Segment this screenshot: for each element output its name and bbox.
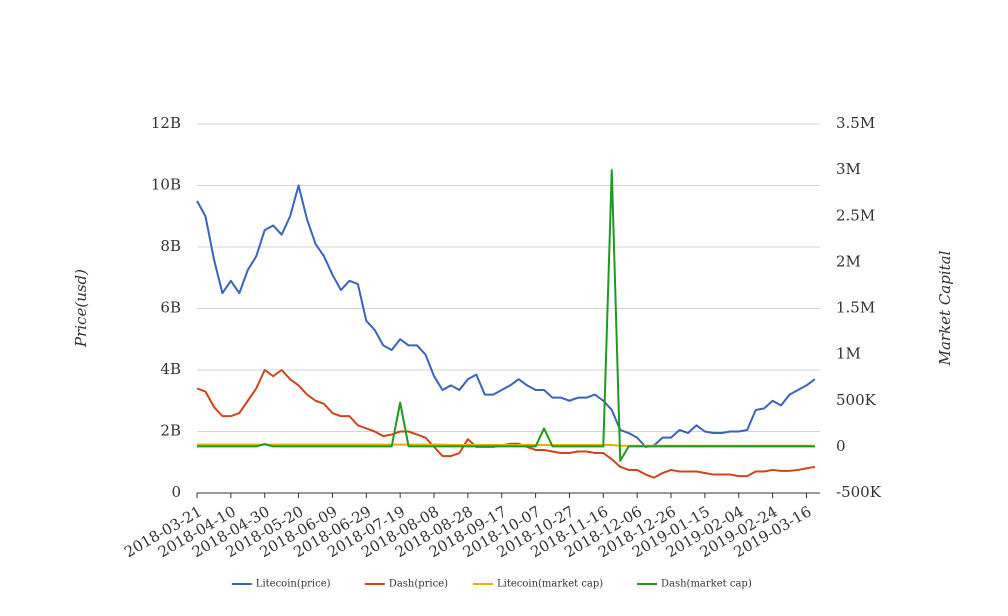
y2-tick-label: 1.5M bbox=[836, 299, 875, 317]
y2-tick-label: -500K bbox=[836, 483, 882, 501]
y2-tick-label: 500K bbox=[836, 391, 877, 409]
y-axis-title: Price(usd) bbox=[72, 269, 90, 348]
y2-tick-label: 2.5M bbox=[836, 206, 875, 224]
y-tick-label: 6B bbox=[160, 299, 181, 317]
y-tick-label: 4B bbox=[160, 360, 181, 378]
y2-axis-title: Market Capital bbox=[936, 250, 954, 366]
legend-label: Dash(market cap) bbox=[661, 579, 752, 590]
legend-label: Litecoin(market cap) bbox=[497, 579, 603, 590]
series-line bbox=[197, 169, 815, 462]
series-line bbox=[196, 369, 816, 479]
y-tick-label: 12B bbox=[151, 114, 181, 132]
y2-tick-label: 3M bbox=[836, 160, 861, 178]
legend-label: Litecoin(price) bbox=[256, 579, 331, 590]
y-tick-label: 0 bbox=[171, 483, 181, 501]
y2-tick-label: 0 bbox=[836, 437, 846, 455]
y2-tick-label: 2M bbox=[836, 252, 861, 270]
series-line bbox=[196, 184, 816, 448]
y2-tick-label: 3.5M bbox=[836, 114, 875, 132]
y2-tick-label: 1M bbox=[836, 345, 861, 363]
legend-label: Dash(price) bbox=[389, 579, 448, 590]
y-tick-label: 2B bbox=[160, 422, 181, 440]
y-tick-label: 8B bbox=[160, 237, 181, 255]
y-tick-label: 10B bbox=[151, 176, 181, 194]
